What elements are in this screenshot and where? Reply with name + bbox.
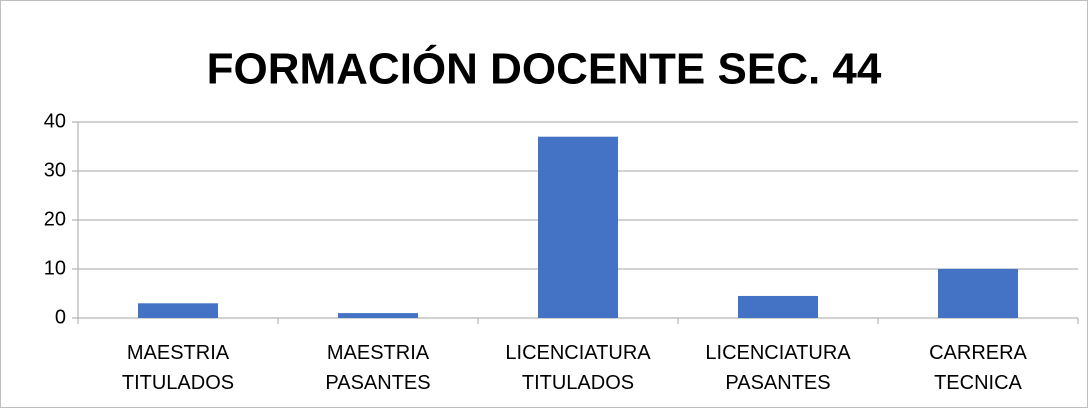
y-tick-label: 30 (44, 159, 66, 181)
x-tick-label-line: LICENCIATURA (705, 342, 851, 364)
x-tick-label-line: MAESTRIA (327, 342, 430, 364)
x-tick-label-line: PASANTES (725, 372, 830, 394)
x-tick-label-line: CARRERA (929, 342, 1027, 364)
bar (738, 295, 818, 318)
x-tick-label-line: MAESTRIA (127, 342, 230, 364)
x-tick-label-line: TITULADOS (122, 372, 234, 394)
bar (138, 303, 218, 318)
y-tick-label: 40 (44, 110, 66, 132)
y-tick-label: 0 (55, 306, 66, 328)
x-tick-label-line: TITULADOS (522, 372, 634, 394)
x-tick-label: MAESTRIA TITULADOS (122, 342, 234, 394)
y-tick-label: 20 (44, 208, 66, 230)
x-tick-label-line: LICENCIATURA (505, 342, 651, 364)
x-tick-label: LICENCIATURA PASANTES (705, 342, 851, 394)
x-tick-label: MAESTRIA PASANTES (325, 342, 430, 394)
chart-title: FORMACIÓN DOCENTE SEC. 44 (207, 44, 882, 94)
y-tick-label: 10 (44, 257, 66, 279)
bar (538, 136, 618, 318)
bar (338, 313, 418, 318)
x-tick-label-line: TECNICA (934, 372, 1022, 394)
x-tick-label: LICENCIATURA TITULADOS (505, 342, 651, 394)
x-tick-label: CARRERA TECNICA (929, 342, 1027, 394)
bar (938, 269, 1018, 318)
x-tick-label-line: PASANTES (325, 372, 430, 394)
